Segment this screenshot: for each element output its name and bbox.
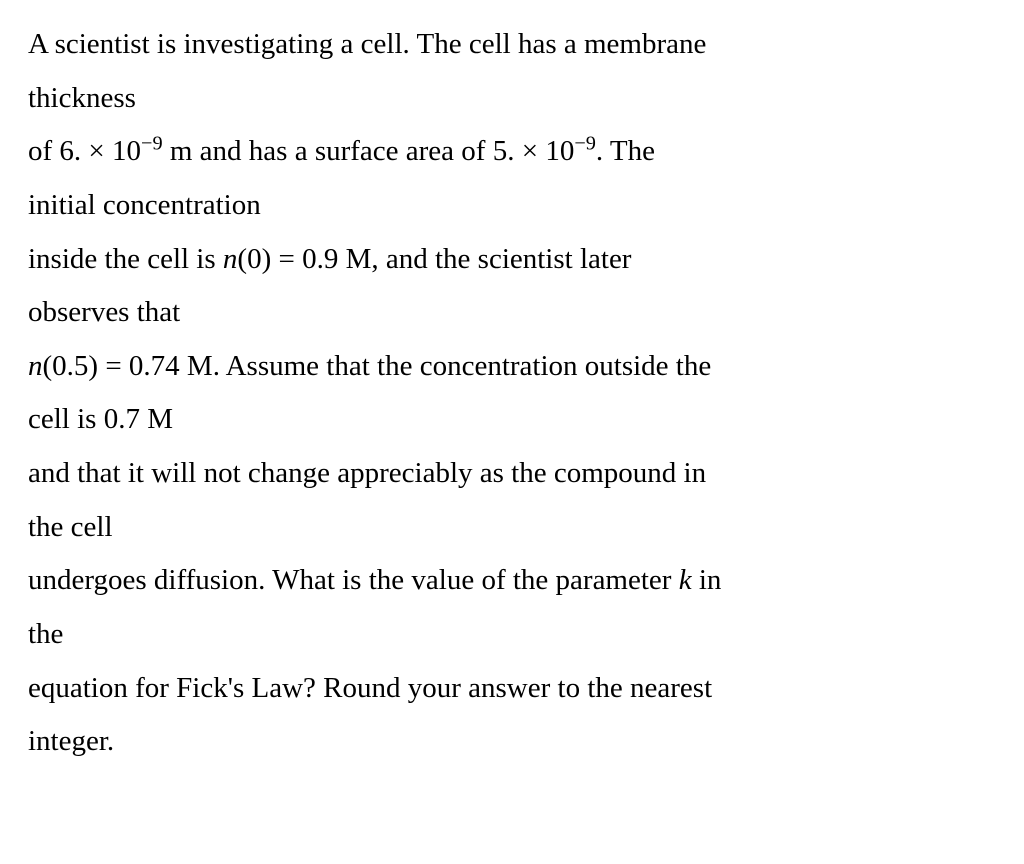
line-5: inside the cell is n(0) = 0.9 M, and the… <box>28 233 1000 287</box>
line-3c: . The <box>596 135 655 167</box>
line-11: undergoes diffusion. What is the value o… <box>28 554 1000 608</box>
line-3b: m and has a surface area of 5. × 10 <box>163 135 575 167</box>
line-14: integer. <box>28 715 1000 769</box>
line-7a: (0.5) = 0.74 M. Assume that the concentr… <box>43 350 712 382</box>
exp-2: −9 <box>574 133 596 155</box>
line-5b: (0) = 0.9 M, and the scientist later <box>237 243 631 275</box>
line-5a: inside the cell is <box>28 243 223 275</box>
exp-1: −9 <box>141 133 163 155</box>
line-13: equation for Fick's Law? Round your answ… <box>28 662 1000 716</box>
line-11a: undergoes diffusion. What is the value o… <box>28 564 679 596</box>
line-8: cell is 0.7 M <box>28 393 1000 447</box>
line-3: of 6. × 10−9 m and has a surface area of… <box>28 125 1000 179</box>
line-3a: of 6. × 10 <box>28 135 141 167</box>
problem-text: A scientist is investigating a cell. The… <box>0 0 1024 787</box>
line-11b: in <box>692 564 722 596</box>
var-n-1: n <box>223 243 238 275</box>
line-12: the <box>28 608 1000 662</box>
var-n-2: n <box>28 350 43 382</box>
var-k: k <box>679 564 692 596</box>
line-10: the cell <box>28 501 1000 555</box>
line-4: initial concentration <box>28 179 1000 233</box>
line-6: observes that <box>28 286 1000 340</box>
line-1: A scientist is investigating a cell. The… <box>28 18 1000 72</box>
line-9: and that it will not change appreciably … <box>28 447 1000 501</box>
line-7: n(0.5) = 0.74 M. Assume that the concent… <box>28 340 1000 394</box>
line-2: thickness <box>28 72 1000 126</box>
